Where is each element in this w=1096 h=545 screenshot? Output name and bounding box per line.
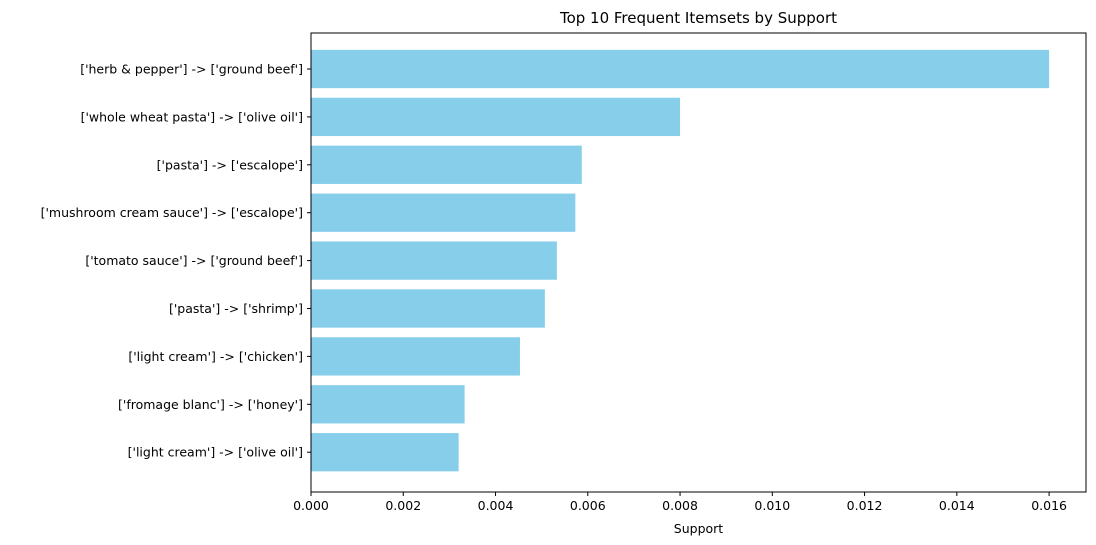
x-tick-label: 0.012 bbox=[847, 498, 883, 513]
bar-4 bbox=[311, 193, 576, 232]
y-tick-label: ['pasta'] -> ['escalope'] bbox=[157, 157, 303, 172]
x-tick-label: 0.006 bbox=[570, 498, 606, 513]
x-tick-label: 0.002 bbox=[385, 498, 421, 513]
y-tick-label: ['light cream'] -> ['olive oil'] bbox=[128, 445, 303, 460]
x-tick-label: 0.000 bbox=[293, 498, 329, 513]
y-tick-label: ['tomato sauce'] -> ['ground beef'] bbox=[85, 253, 303, 268]
bar-7 bbox=[311, 337, 520, 376]
y-tick-label: ['fromage blanc'] -> ['honey'] bbox=[118, 397, 303, 412]
x-tick-label: 0.008 bbox=[662, 498, 698, 513]
x-tick-label: 0.004 bbox=[478, 498, 514, 513]
bar-9 bbox=[311, 433, 459, 472]
plot-frame bbox=[310, 32, 1087, 493]
bar-3 bbox=[311, 145, 582, 184]
bar-6 bbox=[311, 289, 545, 328]
y-tick-label: ['light cream'] -> ['chicken'] bbox=[128, 349, 303, 364]
y-axis-ticks: ['herb & pepper'] -> ['ground beef'] ['wh… bbox=[41, 62, 311, 460]
bar-5 bbox=[311, 241, 557, 280]
bar-2 bbox=[311, 97, 681, 137]
x-tick-label: 0.016 bbox=[1031, 498, 1067, 513]
x-axis-label: Support bbox=[674, 521, 724, 536]
bar-8 bbox=[311, 385, 465, 424]
x-tick-label: 0.014 bbox=[939, 498, 975, 513]
y-tick-label: ['mushroom cream sauce'] -> ['escalope'] bbox=[41, 205, 303, 220]
x-axis-ticks: 0.000 0.002 0.004 0.006 0.008 0.010 0.012 0.014… bbox=[293, 492, 1067, 513]
x-tick-label: 0.010 bbox=[754, 498, 790, 513]
bar-1 bbox=[311, 49, 1050, 89]
chart-title: Top 10 Frequent Itemsets by Support bbox=[559, 9, 837, 27]
y-tick-label: ['pasta'] -> ['shrimp'] bbox=[169, 301, 303, 316]
y-tick-label: ['whole wheat pasta'] -> ['olive oil'] bbox=[81, 109, 303, 124]
y-tick-label: ['herb & pepper'] -> ['ground beef'] bbox=[80, 62, 303, 77]
bars-layer bbox=[311, 49, 1050, 472]
